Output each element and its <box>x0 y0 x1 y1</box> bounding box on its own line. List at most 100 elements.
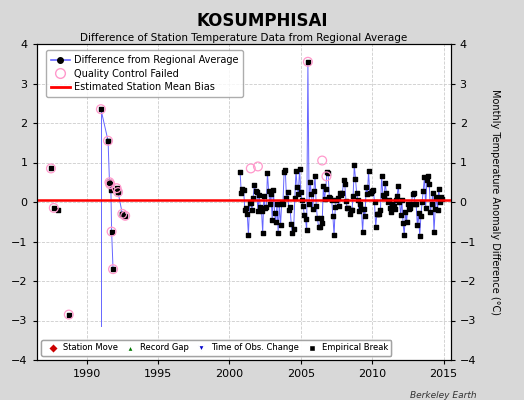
Point <box>326 194 335 201</box>
Point <box>328 197 336 204</box>
Point <box>433 207 442 214</box>
Point <box>298 197 306 204</box>
Point <box>301 216 310 222</box>
Point <box>376 207 385 213</box>
Point <box>107 187 115 193</box>
Point <box>237 190 245 196</box>
Point <box>47 165 55 172</box>
Point <box>261 204 269 211</box>
Point <box>236 168 244 175</box>
Point <box>242 205 250 212</box>
Point <box>429 190 437 196</box>
Point <box>377 173 386 180</box>
Point <box>330 232 339 239</box>
Point <box>394 183 402 189</box>
Point <box>403 201 412 207</box>
Point <box>296 165 304 172</box>
Point <box>257 207 266 214</box>
Point <box>317 214 325 221</box>
Point <box>318 219 326 226</box>
Point <box>109 266 117 272</box>
Title: Difference of Station Temperature Data from Regional Average: Difference of Station Temperature Data f… <box>80 33 407 43</box>
Point <box>238 186 247 192</box>
Point <box>269 186 278 193</box>
Point <box>369 186 377 193</box>
Point <box>355 208 363 214</box>
Point <box>258 230 267 236</box>
Point <box>287 221 296 227</box>
Point <box>280 169 288 175</box>
Point <box>47 165 55 172</box>
Point <box>104 138 112 144</box>
Point <box>107 228 116 235</box>
Point <box>401 208 410 215</box>
Point <box>426 208 434 215</box>
Point <box>293 184 301 190</box>
Point <box>437 194 445 200</box>
Point <box>384 199 392 205</box>
Text: Berkeley Earth: Berkeley Earth <box>410 391 477 400</box>
Point <box>265 188 273 194</box>
Point <box>314 224 323 230</box>
Point <box>312 202 320 209</box>
Point <box>414 210 423 217</box>
Point <box>256 204 265 210</box>
Point <box>354 196 362 203</box>
Point <box>288 230 297 236</box>
Point <box>322 173 331 180</box>
Point <box>241 207 249 213</box>
Point <box>285 207 293 214</box>
Point <box>361 212 369 219</box>
Point <box>385 196 393 203</box>
Point <box>436 199 444 206</box>
Point <box>306 179 314 186</box>
Point <box>50 205 58 211</box>
Point <box>338 190 346 196</box>
Point <box>424 173 432 180</box>
Point <box>419 187 428 194</box>
Point <box>362 184 370 190</box>
Point <box>356 201 364 207</box>
Point <box>106 181 114 188</box>
Point <box>410 190 418 196</box>
Point <box>97 106 105 112</box>
Point <box>281 167 289 173</box>
Point <box>121 213 129 219</box>
Point <box>397 212 405 218</box>
Point <box>370 199 379 205</box>
Point <box>299 202 308 209</box>
Point <box>302 227 311 233</box>
Point <box>438 196 446 202</box>
Point <box>332 196 341 203</box>
Point <box>349 193 357 200</box>
Point <box>104 138 112 144</box>
Point <box>353 190 361 197</box>
Point <box>337 192 345 198</box>
Point <box>262 204 270 210</box>
Point <box>421 204 430 211</box>
Point <box>252 188 260 194</box>
Point <box>282 195 291 201</box>
Point <box>406 205 414 211</box>
Point <box>309 206 317 212</box>
Point <box>416 232 424 239</box>
Point <box>341 181 349 188</box>
Point <box>320 196 329 202</box>
Point <box>329 212 337 219</box>
Point <box>275 200 283 207</box>
Point <box>254 208 262 214</box>
Point <box>387 209 395 215</box>
Point <box>118 211 126 217</box>
Point <box>114 189 122 195</box>
Point <box>343 204 351 211</box>
Point <box>270 210 279 216</box>
Point <box>373 210 381 217</box>
Point <box>412 201 420 208</box>
Point <box>393 193 401 199</box>
Point <box>333 195 342 201</box>
Point <box>304 58 312 65</box>
Point <box>289 226 298 233</box>
Point <box>294 191 302 197</box>
Point <box>278 200 286 206</box>
Point <box>434 186 443 192</box>
